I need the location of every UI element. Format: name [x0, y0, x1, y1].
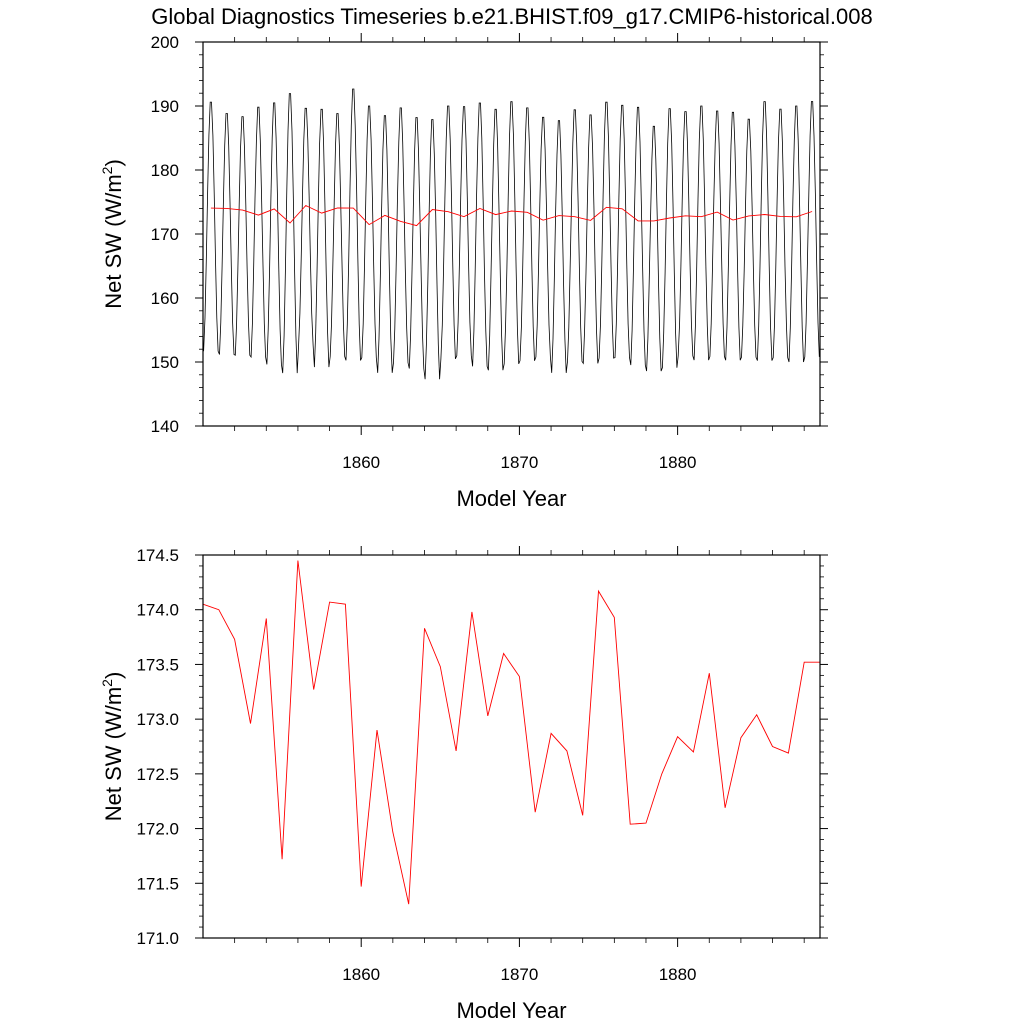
figure-title: Global Diagnostics Timeseries b.e21.BHIS…	[151, 4, 872, 29]
annual-mean-series-line	[210, 204, 813, 227]
y-axis-title-superscript: 2	[99, 679, 115, 687]
y-axis-title-suffix: )	[101, 159, 126, 166]
monthly-series-line	[203, 88, 820, 380]
y-axis-title: Net SW (W/m2)	[99, 159, 126, 309]
y-tick-label: 160	[151, 289, 179, 308]
y-tick-label: 190	[151, 97, 179, 116]
x-axis-title: Model Year	[456, 998, 566, 1023]
y-tick-label: 173.5	[136, 655, 179, 674]
y-tick-label: 180	[151, 161, 179, 180]
plot-frame	[202, 554, 821, 939]
y-tick-label: 172.5	[136, 765, 179, 784]
x-tick-label: 1860	[342, 453, 380, 472]
y-tick-label: 174.5	[136, 546, 179, 565]
y-tick-label: 150	[151, 353, 179, 372]
x-tick-label: 1870	[500, 965, 538, 984]
x-tick-label: 1860	[342, 965, 380, 984]
x-axis-title: Model Year	[456, 486, 566, 511]
x-tick-label: 1880	[659, 453, 697, 472]
y-tick-label: 140	[151, 417, 179, 436]
y-axis-title-suffix: )	[101, 672, 126, 679]
y-axis-title-text: Net SW (W/m	[101, 174, 126, 308]
y-axis-title-text: Net SW (W/m	[101, 687, 126, 821]
y-axis-title: Net SW (W/m2)	[99, 672, 126, 822]
y-tick-label: 200	[151, 33, 179, 52]
y-axis-title-superscript: 2	[99, 166, 115, 174]
y-tick-label: 174.0	[136, 601, 179, 620]
plot-frame	[202, 41, 821, 427]
annual-mean-series-line	[202, 560, 820, 905]
y-tick-label: 173.0	[136, 710, 179, 729]
y-tick-label: 171.5	[136, 874, 179, 893]
bottom-chart-panel: 1860 1870 1880 171.0 171.5 172.0 172.5 173.0 173…	[99, 546, 828, 1023]
y-tick-label: 171.0	[136, 929, 179, 948]
x-tick-label: 1880	[659, 965, 697, 984]
x-tick-label: 1870	[500, 453, 538, 472]
top-chart-panel: 1860 1870 1880 140 150 160 170 180 190 200 Model Y…	[99, 33, 828, 511]
y-tick-label: 172.0	[136, 820, 179, 839]
y-tick-label: 170	[151, 225, 179, 244]
